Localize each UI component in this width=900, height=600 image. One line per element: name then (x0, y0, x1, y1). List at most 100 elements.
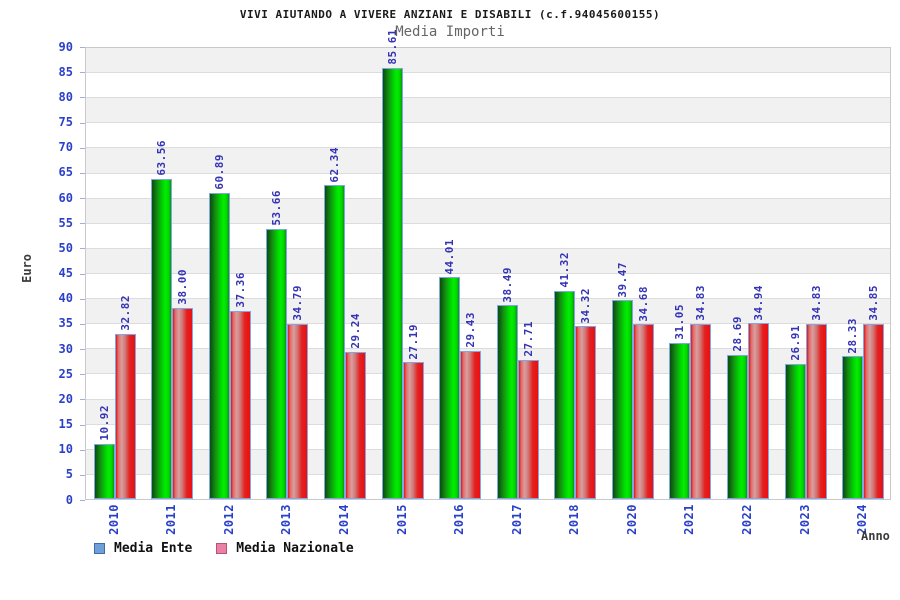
bar-group: 31.05 34.83 (662, 48, 720, 499)
bar-media-nazionale (287, 323, 309, 499)
bar-group: 41.32 34.32 (547, 48, 605, 499)
x-tick-label: 2016 (452, 504, 467, 535)
y-tick-mark (80, 298, 85, 300)
x-axis-label: Anno (861, 529, 890, 543)
y-tick-label: 45 (58, 266, 73, 280)
grid-band (86, 123, 890, 149)
bar-value-label: 38.49 (500, 266, 514, 303)
bar-group: 85.61 27.19 (374, 29, 432, 499)
y-tick-mark (80, 500, 85, 501)
bar-media-nazionale (114, 333, 136, 499)
bar-value-label-wrap: 28.33 (842, 318, 863, 354)
bar-value-label: 62.34 (328, 146, 342, 183)
y-tick-label: 70 (58, 140, 73, 155)
y-tick-mark (80, 273, 85, 275)
legend-label-media-ente: Media Ente (114, 541, 193, 556)
x-tick-label: 2022 (740, 504, 755, 535)
bar-value-label-wrap: 38.49 (497, 267, 518, 303)
y-tick-label: 90 (58, 39, 73, 54)
bar-media-nazionale (517, 359, 539, 499)
plot-area: 10.92 32.82 63.56 38.00 60.89 37.36 53.66 34.79… (85, 29, 892, 500)
y-tick-label: 65 (58, 165, 73, 180)
bar-value-label: 34.83 (694, 285, 708, 321)
y-tick-label: 0 (65, 492, 73, 507)
x-tick-label: 2010 (106, 504, 121, 535)
y-tick-label: 60 (58, 190, 73, 205)
y-tick-label: 80 (58, 89, 73, 104)
bar-value-label: 10.92 (97, 405, 111, 442)
bar-value-label: 34.79 (291, 285, 305, 321)
pink-square-icon (216, 543, 228, 554)
bar-media-nazionale (863, 323, 885, 499)
grid-band (86, 274, 890, 300)
x-tick-label: 2015 (394, 504, 409, 535)
bar-value-label: 37.36 (233, 272, 247, 308)
blue-square-icon (94, 543, 105, 554)
bar-value-label-wrap: 34.83 (690, 285, 711, 321)
bar-value-label-wrap: 27.19 (403, 324, 424, 360)
bar-value-label: 39.47 (615, 261, 629, 298)
x-tick-label: 2018 (567, 504, 582, 535)
bar-group: 28.33 34.85 (834, 48, 892, 499)
bar-value-label: 60.89 (212, 153, 226, 190)
bar-value-label-wrap: 34.94 (748, 285, 769, 321)
bar-group: 26.91 34.83 (777, 48, 835, 499)
bar-media-nazionale (402, 362, 424, 499)
bar-media-ente (784, 363, 806, 499)
y-tick-mark (80, 449, 85, 451)
x-tick-label: 2012 (221, 504, 236, 535)
bar-value-label: 29.24 (349, 313, 363, 349)
x-tick: 2022 (718, 504, 776, 535)
bar-value-label-wrap: 34.83 (806, 285, 827, 321)
bar-media-ente (208, 192, 230, 499)
bar-value-label-wrap: 34.79 (287, 285, 308, 321)
grid-band (86, 48, 890, 74)
legend: Media Ente Media Nazionale (94, 541, 354, 556)
bar-value-label: 34.85 (867, 284, 881, 321)
bar-value-label-wrap: 60.89 (209, 154, 230, 190)
grid-band (86, 73, 890, 99)
bar-value-label: 38.00 (176, 269, 190, 305)
bar-value-label-wrap: 44.01 (439, 239, 460, 275)
bar-value-label: 32.82 (118, 295, 132, 331)
bar-group: 10.92 32.82 (86, 48, 144, 499)
bar-value-label-wrap: 39.47 (612, 262, 633, 298)
legend-label-media-nazionale: Media Nazionale (236, 541, 354, 556)
y-tick-mark (80, 323, 85, 325)
y-tick-label: 30 (58, 341, 73, 356)
x-tick: 2023 (776, 504, 834, 535)
y-tick-mark (80, 374, 85, 376)
bar-group: 62.34 29.24 (316, 48, 374, 499)
y-tick-mark (80, 198, 85, 199)
bar-groups: 10.92 32.82 63.56 38.00 60.89 37.36 53.66 34.79… (86, 29, 892, 499)
y-tick-mark (80, 122, 85, 124)
bar-value-label-wrap: 34.32 (575, 288, 596, 324)
y-tick-label: 35 (58, 316, 73, 331)
bar-value-label: 63.56 (155, 140, 169, 177)
x-tick: 2018 (546, 504, 604, 535)
bar-value-label: 34.68 (636, 285, 650, 322)
x-tick: 2012 (200, 504, 258, 535)
bar-group: 63.56 38.00 (144, 48, 202, 499)
x-tick-label: 2023 (797, 504, 812, 535)
y-tick-mark (80, 147, 85, 149)
grid-band (86, 98, 890, 124)
legend-item-media-nazionale: Media Nazionale (216, 541, 354, 556)
y-tick-label: 25 (58, 366, 73, 381)
bar-value-label-wrap: 62.34 (324, 147, 345, 183)
y-tick-label: 15 (58, 417, 73, 431)
bar-value-label-wrap: 63.56 (151, 140, 172, 176)
y-tick-mark (80, 223, 85, 225)
bar-value-label: 41.32 (558, 252, 572, 289)
bar-media-ente (727, 354, 749, 499)
bar-media-ente (151, 179, 173, 499)
bar-value-label-wrap: 37.36 (230, 272, 251, 308)
bar-value-label: 31.05 (673, 304, 687, 340)
bar-media-nazionale (690, 323, 712, 499)
y-tick-mark (80, 399, 85, 401)
y-tick-label: 55 (58, 215, 73, 230)
chart-title: VIVI AIUTANDO A VIVERE ANZIANI E DISABIL… (239, 8, 661, 21)
bar-value-label: 28.69 (731, 315, 745, 352)
bar-group: 38.49 27.71 (489, 48, 547, 499)
